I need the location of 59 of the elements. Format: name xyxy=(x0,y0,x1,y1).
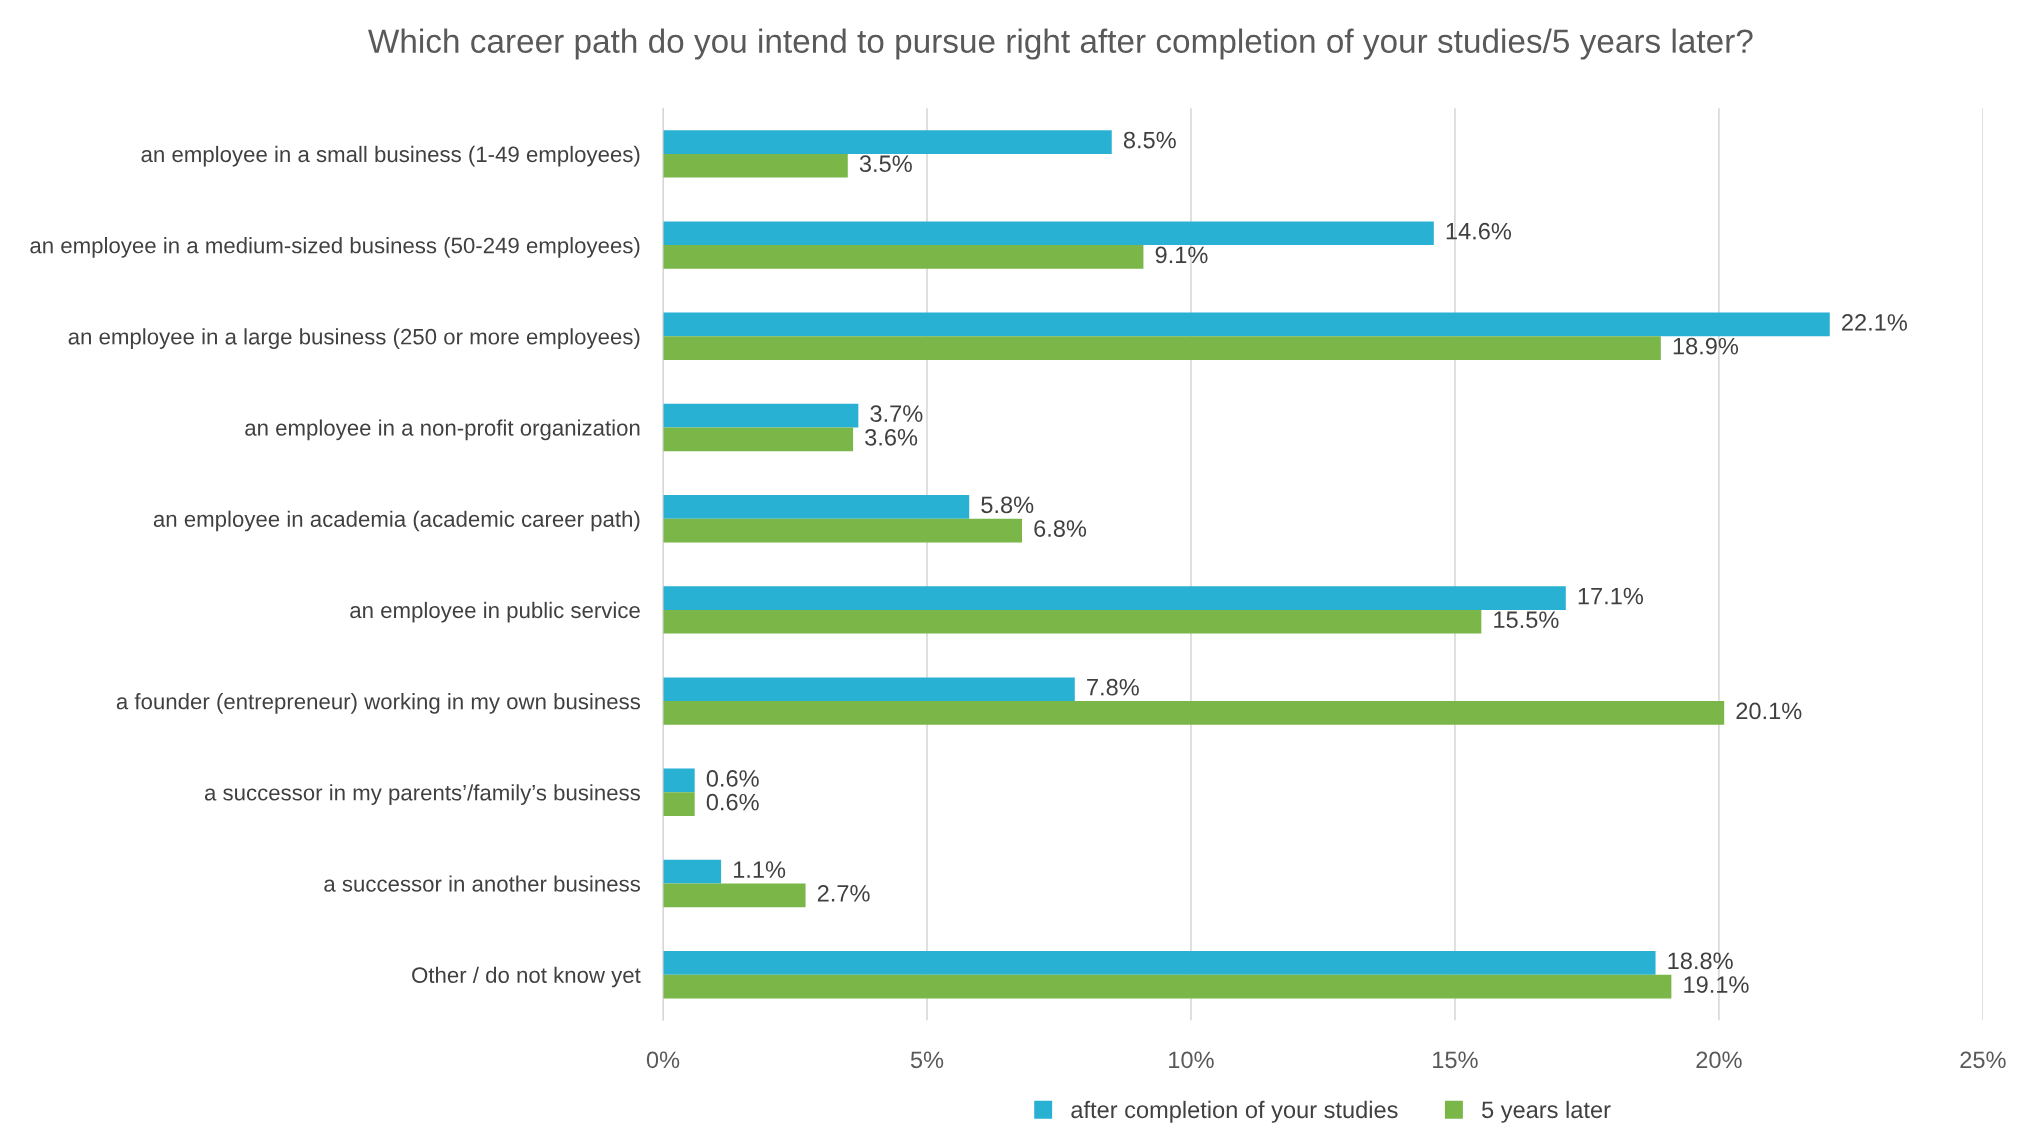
bar xyxy=(663,792,695,817)
bar xyxy=(663,494,970,519)
y-tick-label: an employee in a medium-sized business (50-249 employees) xyxy=(30,237,640,258)
y-tick-label: an employee in a large business (250 or more employees) xyxy=(68,328,640,349)
bar xyxy=(663,221,1434,246)
data-label: 0.6% xyxy=(706,793,759,811)
chart-title: Which career path do you intend to pursue right after completion of your studies/5 years later? xyxy=(368,28,1753,60)
bar xyxy=(663,768,695,793)
data-label: 3.7% xyxy=(870,405,923,422)
bar xyxy=(663,950,1656,975)
data-label: 20.1% xyxy=(1736,702,1802,720)
data-label: 3.6% xyxy=(865,428,918,446)
bar xyxy=(663,677,1075,702)
data-label: 2.7% xyxy=(817,884,870,902)
data-label: 18.8% xyxy=(1668,952,1733,970)
bar xyxy=(663,701,1725,725)
y-tick-label: Other / do not know yet xyxy=(412,966,641,988)
y-tick-label: an employee in a small business (1-49 employees) xyxy=(141,145,640,167)
bar xyxy=(663,312,1830,337)
bar xyxy=(663,403,859,428)
bar xyxy=(663,130,1112,154)
x-tick-label: 5% xyxy=(910,1051,944,1069)
data-label: 7.8% xyxy=(1087,678,1139,696)
y-tick-label: an employee in academia (academic career path) xyxy=(153,510,640,532)
y-tick-label: a founder (entrepreneur) working in my own business xyxy=(116,693,641,714)
x-tick-label: 10% xyxy=(1169,1051,1214,1069)
data-label: 17.1% xyxy=(1578,587,1644,605)
bar xyxy=(663,427,854,452)
bar xyxy=(663,153,848,178)
data-label: 9.1% xyxy=(1155,246,1208,264)
data-label: 18.9% xyxy=(1673,337,1739,355)
data-label: 1.1% xyxy=(733,861,786,878)
data-label: 15.5% xyxy=(1494,611,1559,629)
data-label: 8.5% xyxy=(1123,131,1176,149)
data-label: 0.6% xyxy=(706,770,759,787)
bar xyxy=(663,883,806,908)
data-label: 3.5% xyxy=(859,155,912,173)
bar xyxy=(663,518,1023,543)
data-label: 19.1% xyxy=(1684,976,1749,993)
y-tick-label: an employee in a non-profit organization xyxy=(245,419,640,441)
bar xyxy=(663,336,1661,361)
data-label: 14.6% xyxy=(1446,222,1512,240)
bar xyxy=(663,586,1566,610)
x-tick-label: 15% xyxy=(1433,1051,1478,1069)
y-tick-label: a successor in my parents’/family’s business xyxy=(204,784,640,805)
legend-label: after completion of your studies xyxy=(1071,1100,1398,1123)
bar xyxy=(663,609,1482,634)
x-tick-label: 0% xyxy=(646,1051,680,1069)
bar xyxy=(663,974,1672,999)
bar xyxy=(663,859,722,884)
y-tick-label: a successor in another business xyxy=(324,875,640,892)
legend-label: 5 years later xyxy=(1482,1100,1611,1123)
y-tick-label: an employee in public service xyxy=(350,601,640,623)
data-label: 22.1% xyxy=(1842,314,1907,331)
data-label: 5.8% xyxy=(981,496,1034,514)
data-label: 6.8% xyxy=(1034,520,1087,537)
x-tick-label: 25% xyxy=(1960,1051,2006,1069)
x-tick-label: 20% xyxy=(1696,1051,1742,1069)
bar xyxy=(663,245,1144,269)
